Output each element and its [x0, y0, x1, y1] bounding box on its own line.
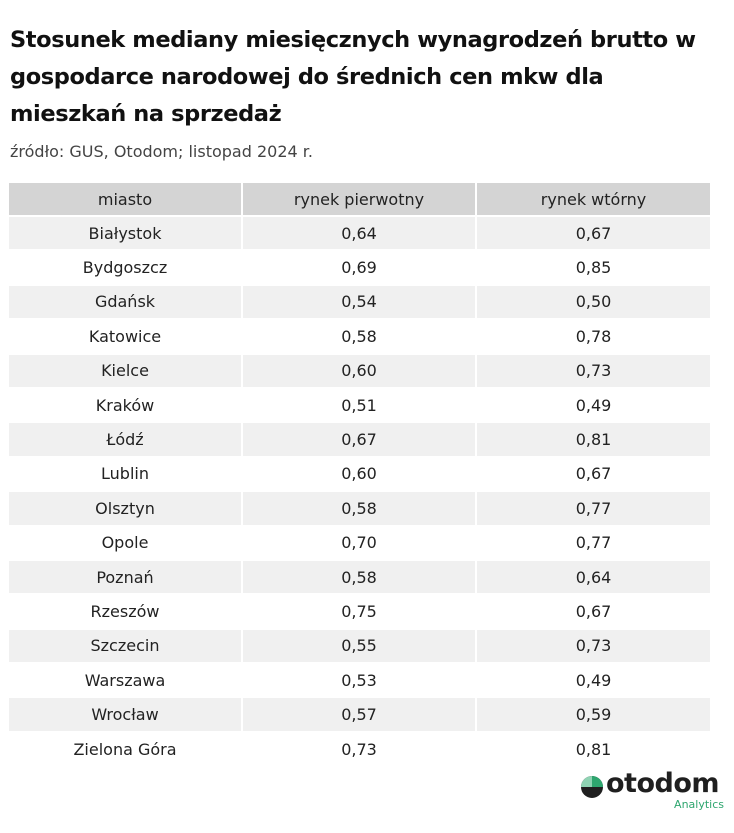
cell-city: Łódź — [9, 423, 241, 456]
chart-title: Stosunek mediany miesięcznych wynagrodze… — [10, 27, 696, 127]
cell-city: Poznań — [9, 560, 241, 594]
cell-secondary-market: 0,81 — [477, 732, 710, 766]
cell-primary-market: 0,55 — [243, 629, 475, 663]
table-row: Kielce 0,60 0,73 — [9, 354, 710, 387]
cell-city: Katowice — [9, 320, 241, 353]
brand-subtitle: Analytics — [674, 798, 724, 811]
cell-secondary-market: 0,67 — [477, 457, 710, 491]
cell-secondary-market: 0,67 — [477, 595, 710, 628]
brand-name: otodom — [606, 768, 720, 799]
cell-city: Kraków — [9, 388, 241, 422]
cell-secondary-market: 0,49 — [477, 388, 710, 422]
cell-city: Wrocław — [9, 698, 241, 731]
cell-primary-market: 0,54 — [243, 285, 475, 319]
cell-secondary-market: 0,81 — [477, 423, 710, 456]
table-row: Olsztyn 0,58 0,77 — [9, 492, 710, 525]
column-header-secondary-market: rynek wtórny — [477, 183, 710, 215]
cell-primary-market: 0,73 — [243, 732, 475, 766]
cell-city: Bydgoszcz — [9, 251, 241, 284]
cell-primary-market: 0,60 — [243, 354, 475, 387]
cell-primary-market: 0,58 — [243, 560, 475, 594]
cell-city: Zielona Góra — [9, 732, 241, 766]
cell-city: Opole — [9, 526, 241, 559]
otodom-analytics-logo: otodom Analytics — [576, 768, 726, 816]
cell-primary-market: 0,57 — [243, 698, 475, 731]
cell-city: Rzeszów — [9, 595, 241, 628]
cell-primary-market: 0,60 — [243, 457, 475, 491]
cell-primary-market: 0,70 — [243, 526, 475, 559]
cell-city: Lublin — [9, 457, 241, 491]
table-row: Łódź 0,67 0,81 — [9, 423, 710, 456]
cell-city: Kielce — [9, 354, 241, 387]
cell-secondary-market: 0,77 — [477, 526, 710, 559]
cell-secondary-market: 0,67 — [477, 217, 710, 250]
cell-secondary-market: 0,49 — [477, 664, 710, 697]
table-row: Opole 0,70 0,77 — [9, 526, 710, 559]
cell-primary-market: 0,53 — [243, 664, 475, 697]
data-table: miasto rynek pierwotny rynek wtórny Biał… — [7, 181, 712, 767]
cell-primary-market: 0,67 — [243, 423, 475, 456]
cell-city: Szczecin — [9, 629, 241, 663]
cell-primary-market: 0,64 — [243, 217, 475, 250]
table-row: Katowice 0,58 0,78 — [9, 320, 710, 353]
table-row: Zielona Góra 0,73 0,81 — [9, 732, 710, 766]
cell-city: Warszawa — [9, 664, 241, 697]
cell-secondary-market: 0,73 — [477, 629, 710, 663]
table-row: Bydgoszcz 0,69 0,85 — [9, 251, 710, 284]
cell-secondary-market: 0,50 — [477, 285, 710, 319]
cell-city: Gdańsk — [9, 285, 241, 319]
table-row: Kraków 0,51 0,49 — [9, 388, 710, 422]
column-header-city: miasto — [9, 183, 241, 215]
cell-primary-market: 0,69 — [243, 251, 475, 284]
table-row: Gdańsk 0,54 0,50 — [9, 285, 710, 319]
cell-secondary-market: 0,77 — [477, 492, 710, 525]
otodom-logo-icon — [581, 776, 603, 798]
table-row: Szczecin 0,55 0,73 — [9, 629, 710, 663]
cell-city: Białystok — [9, 217, 241, 250]
cell-primary-market: 0,51 — [243, 388, 475, 422]
column-header-primary-market: rynek pierwotny — [243, 183, 475, 215]
cell-secondary-market: 0,85 — [477, 251, 710, 284]
cell-secondary-market: 0,64 — [477, 560, 710, 594]
table-row: Białystok 0,64 0,67 — [9, 217, 710, 250]
source-note: źródło: GUS, Otodom; listopad 2024 r. — [10, 142, 313, 161]
cell-primary-market: 0,58 — [243, 492, 475, 525]
cell-secondary-market: 0,73 — [477, 354, 710, 387]
cell-city: Olsztyn — [9, 492, 241, 525]
table-row: Warszawa 0,53 0,49 — [9, 664, 710, 697]
table-row: Wrocław 0,57 0,59 — [9, 698, 710, 731]
table-row: Rzeszów 0,75 0,67 — [9, 595, 710, 628]
table-body: Białystok 0,64 0,67 Bydgoszcz 0,69 0,85 Gdańsk… — [9, 217, 710, 766]
table-header-row: miasto rynek pierwotny rynek wtórny — [9, 183, 710, 215]
cell-secondary-market: 0,59 — [477, 698, 710, 731]
table-row: Poznań 0,58 0,64 — [9, 560, 710, 594]
cell-secondary-market: 0,78 — [477, 320, 710, 353]
cell-primary-market: 0,75 — [243, 595, 475, 628]
table-row: Lublin 0,60 0,67 — [9, 457, 710, 491]
cell-primary-market: 0,58 — [243, 320, 475, 353]
